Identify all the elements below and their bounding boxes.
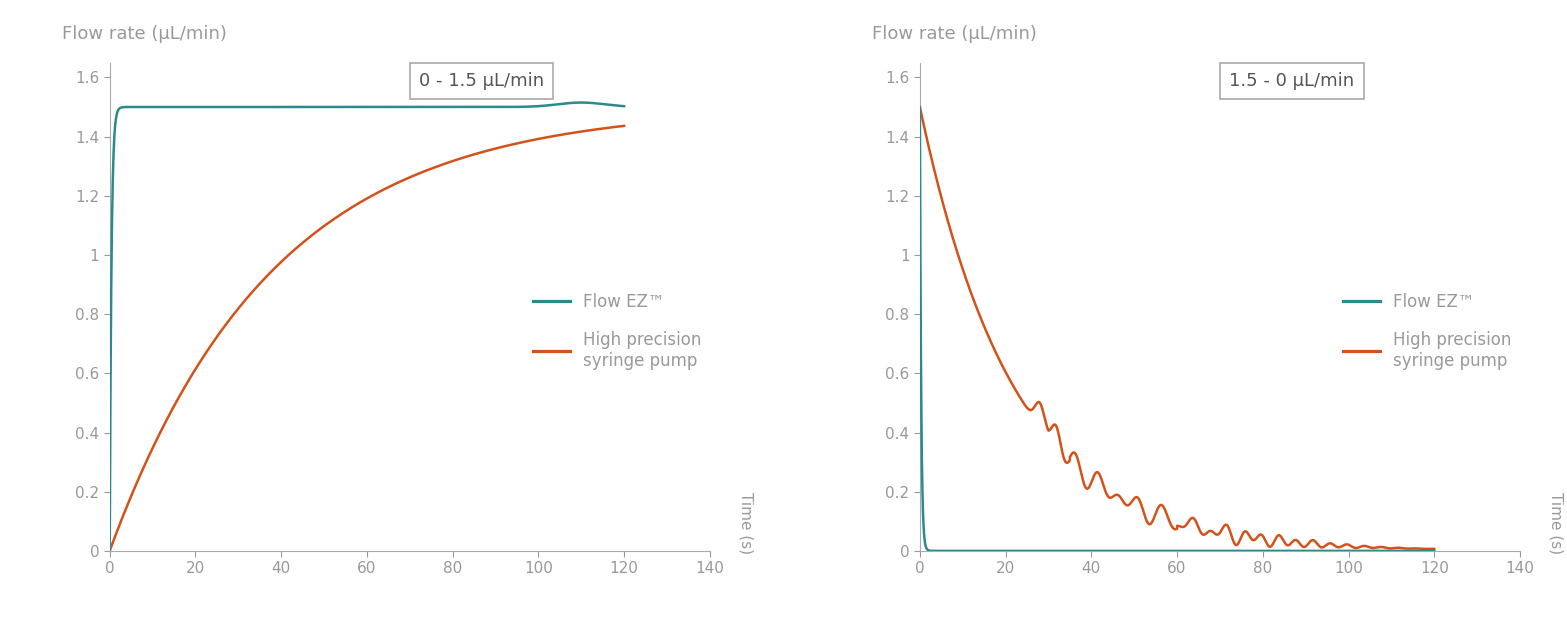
Text: 1.5 - 0 μL/min: 1.5 - 0 μL/min xyxy=(1230,73,1354,90)
Text: Flow rate (μL/min): Flow rate (μL/min) xyxy=(871,25,1037,43)
Text: Time (s): Time (s) xyxy=(1548,492,1564,555)
Text: 0 - 1.5 μL/min: 0 - 1.5 μL/min xyxy=(420,73,544,90)
Text: Time (s): Time (s) xyxy=(738,492,754,555)
Legend: Flow EZ™, High precision
syringe pump: Flow EZ™, High precision syringe pump xyxy=(533,293,702,369)
Text: Flow rate (μL/min): Flow rate (μL/min) xyxy=(61,25,227,43)
Legend: Flow EZ™, High precision
syringe pump: Flow EZ™, High precision syringe pump xyxy=(1343,293,1512,369)
